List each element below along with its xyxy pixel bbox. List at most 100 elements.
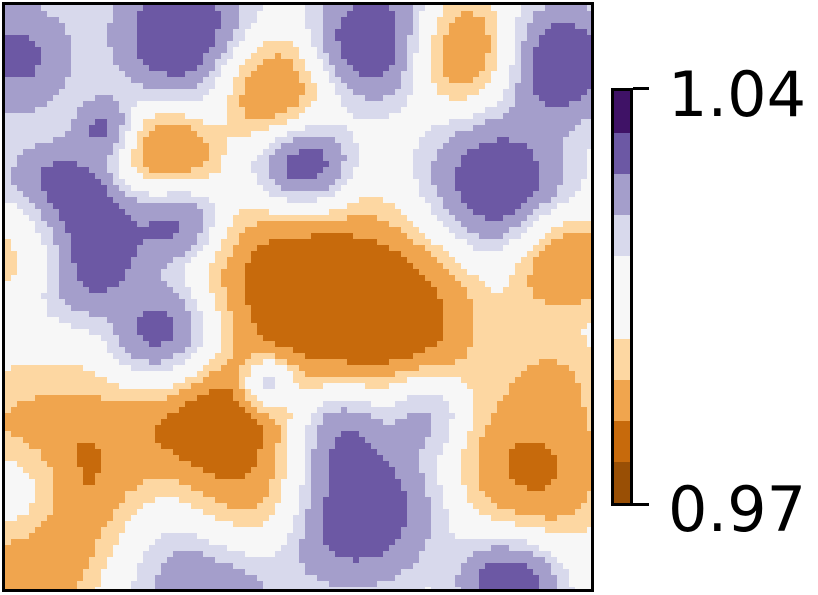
contour-cell bbox=[479, 131, 486, 138]
contour-cell bbox=[347, 113, 354, 120]
contour-cell bbox=[191, 245, 198, 252]
contour-cell bbox=[245, 275, 252, 282]
contour-cell bbox=[23, 95, 30, 102]
contour-cell bbox=[443, 257, 450, 264]
contour-cell bbox=[185, 227, 192, 234]
contour-cell bbox=[17, 137, 24, 144]
contour-cell bbox=[167, 263, 174, 270]
contour-cell bbox=[581, 197, 588, 204]
contour-cell bbox=[137, 173, 144, 180]
contour-cell bbox=[311, 47, 318, 54]
contour-cell bbox=[341, 269, 348, 276]
contour-cell bbox=[575, 305, 582, 312]
contour-cell bbox=[407, 257, 414, 264]
contour-cell bbox=[479, 287, 486, 294]
contour-cell bbox=[557, 95, 564, 102]
contour-cell bbox=[257, 191, 264, 198]
contour-cell bbox=[317, 89, 324, 96]
contour-cell bbox=[365, 23, 372, 30]
contour-cell bbox=[203, 17, 210, 24]
contour-cell bbox=[155, 29, 162, 36]
contour-cell bbox=[251, 191, 258, 198]
contour-cell bbox=[557, 125, 564, 132]
contour-cell bbox=[485, 185, 492, 192]
contour-cell bbox=[437, 227, 444, 234]
contour-cell bbox=[125, 239, 132, 246]
contour-cell bbox=[533, 35, 540, 42]
contour-cell bbox=[113, 47, 120, 54]
contour-cell bbox=[473, 17, 480, 24]
contour-cell bbox=[185, 161, 192, 168]
contour-cell bbox=[413, 155, 420, 162]
contour-cell bbox=[209, 155, 216, 162]
contour-cell bbox=[269, 47, 276, 54]
contour-cell bbox=[575, 53, 582, 60]
contour-cell bbox=[23, 299, 30, 306]
contour-cell bbox=[515, 125, 522, 132]
contour-cell bbox=[533, 143, 540, 150]
contour-cell bbox=[293, 293, 300, 300]
contour-cell bbox=[113, 173, 120, 180]
contour-cell bbox=[263, 269, 270, 276]
contour-cell bbox=[233, 5, 240, 12]
contour-cell bbox=[95, 149, 102, 156]
contour-cell bbox=[461, 293, 468, 300]
contour-cell bbox=[353, 215, 360, 222]
contour-cell bbox=[311, 203, 318, 210]
contour-cell bbox=[371, 23, 378, 30]
contour-cell bbox=[17, 83, 24, 90]
contour-cell bbox=[29, 101, 36, 108]
contour-cell bbox=[125, 251, 132, 258]
contour-cell bbox=[251, 215, 258, 222]
contour-cell bbox=[569, 185, 576, 192]
contour-cell bbox=[563, 155, 570, 162]
contour-cell bbox=[185, 143, 192, 150]
contour-cell bbox=[119, 251, 126, 258]
contour-cell bbox=[119, 281, 126, 288]
contour-cell bbox=[377, 137, 384, 144]
contour-cell bbox=[341, 83, 348, 90]
contour-cell bbox=[197, 167, 204, 174]
contour-cell bbox=[311, 53, 318, 60]
contour-cell bbox=[35, 293, 42, 300]
contour-cell bbox=[521, 5, 528, 12]
contour-cell bbox=[263, 191, 270, 198]
contour-cell bbox=[509, 221, 516, 228]
contour-cell bbox=[485, 53, 492, 60]
contour-cell bbox=[377, 101, 384, 108]
contour-cell bbox=[419, 269, 426, 276]
contour-cell bbox=[65, 281, 72, 288]
contour-cell bbox=[539, 239, 546, 246]
contour-cell bbox=[389, 215, 396, 222]
contour-cell bbox=[257, 179, 264, 186]
contour-cell bbox=[89, 83, 96, 90]
contour-cell bbox=[131, 167, 138, 174]
contour-cell bbox=[395, 5, 402, 12]
contour-cell bbox=[173, 245, 180, 252]
contour-cell bbox=[5, 143, 12, 150]
contour-cell bbox=[485, 83, 492, 90]
contour-cell bbox=[71, 59, 78, 66]
contour-cell bbox=[395, 209, 402, 216]
contour-cell bbox=[431, 47, 438, 54]
contour-cell bbox=[497, 287, 504, 294]
contour-cell bbox=[293, 125, 300, 132]
contour-cell bbox=[65, 77, 72, 84]
contour-cell bbox=[275, 233, 282, 240]
contour-cell bbox=[575, 281, 582, 288]
contour-cell bbox=[509, 257, 516, 264]
contour-cell bbox=[179, 257, 186, 264]
contour-cell bbox=[263, 149, 270, 156]
contour-cell bbox=[263, 299, 270, 306]
contour-cell bbox=[245, 167, 252, 174]
contour-cell bbox=[497, 233, 504, 240]
contour-cell bbox=[581, 59, 588, 66]
contour-cell bbox=[203, 269, 210, 276]
contour-cell bbox=[551, 107, 558, 114]
contour-cell bbox=[131, 83, 138, 90]
contour-cell bbox=[383, 227, 390, 234]
contour-cell bbox=[413, 95, 420, 102]
contour-cell bbox=[143, 161, 150, 168]
contour-cell bbox=[155, 233, 162, 240]
contour-cell bbox=[251, 89, 258, 96]
